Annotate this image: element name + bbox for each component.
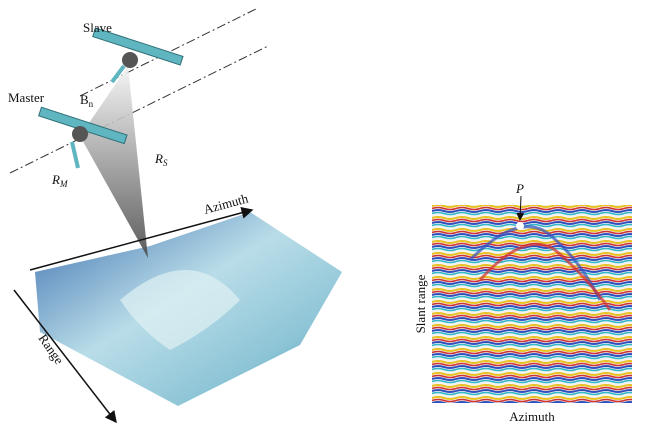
- interferogram: [432, 205, 632, 403]
- rs-label: RS: [154, 151, 168, 168]
- baseline-label: Bn: [80, 92, 94, 109]
- master-label: Master: [8, 90, 45, 105]
- rs-symbol: R: [154, 151, 163, 166]
- rs-subscript: S: [163, 158, 168, 168]
- y-axis-label: Slant range: [413, 274, 428, 333]
- rm-label: RM: [51, 172, 68, 189]
- baseline-symbol: B: [80, 92, 89, 107]
- x-axis-label: Azimuth: [509, 409, 555, 424]
- satellite-slave: [93, 28, 183, 82]
- point-p: [516, 222, 524, 230]
- slave-label: Slave: [83, 20, 112, 35]
- diagram: Slave Master Bn RM RS Azimuth Range P Sl…: [0, 0, 655, 427]
- radar-beam: [80, 66, 148, 258]
- rm-symbol: R: [51, 172, 60, 187]
- rm-subscript: M: [59, 179, 68, 189]
- point-label: P: [515, 181, 524, 196]
- baseline-subscript: n: [89, 99, 94, 109]
